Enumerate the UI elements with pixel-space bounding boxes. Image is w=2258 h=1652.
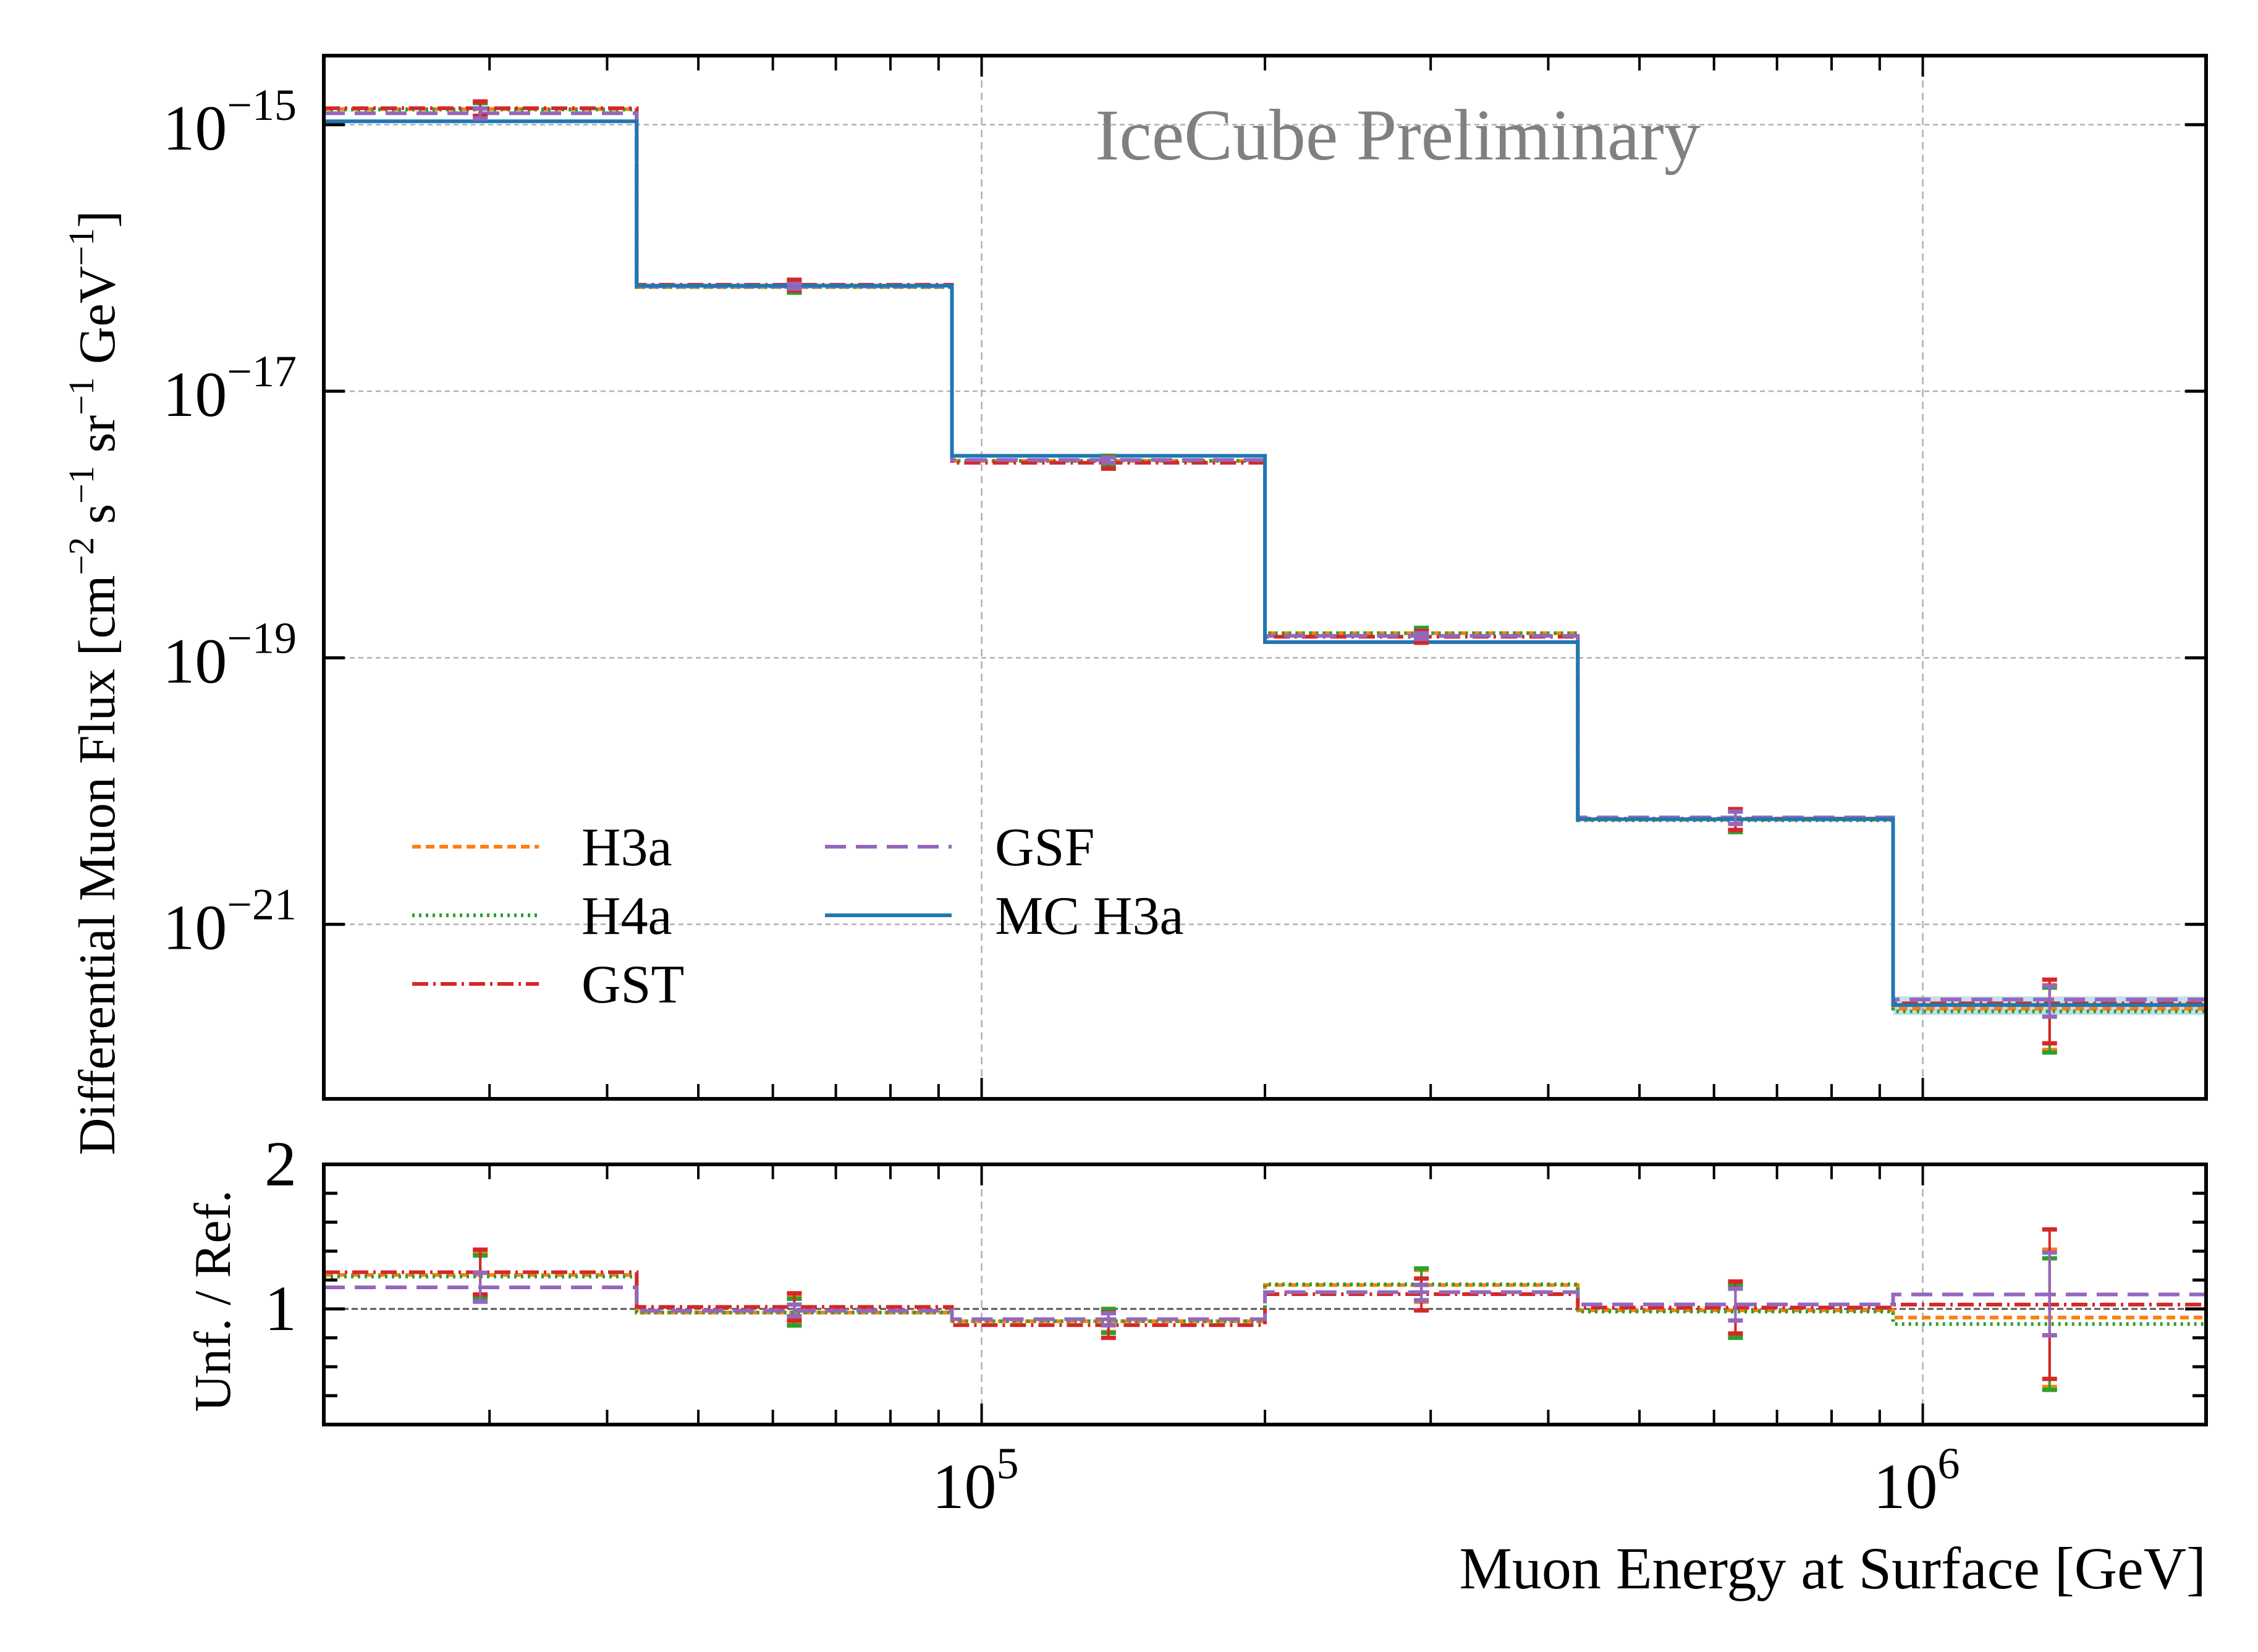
ratio-ytick-label: 2 [264, 1129, 297, 1200]
ratio-ytick-labels: 12 [264, 1129, 297, 1344]
xlabel: Muon Energy at Surface [GeV] [1460, 1535, 2206, 1601]
ytick-base: 10 [163, 93, 227, 164]
legend-item-gst: GST [412, 955, 684, 1015]
ytick-exponent: −17 [227, 347, 297, 396]
ratio-line-h4a [324, 1274, 2206, 1326]
flux-ytick-label: 10−15 [163, 80, 297, 164]
flux-series [324, 106, 2206, 1014]
flux-axes-frame [322, 54, 2208, 1101]
legend-label: H3a [581, 818, 672, 878]
flux-ytick-label: 10−17 [163, 347, 297, 430]
legend-label: GSF [995, 818, 1094, 878]
ylabel-s: s [69, 504, 126, 537]
ylabel-gev-exp: −1 [61, 228, 101, 266]
ylabel-sr-exp: −1 [61, 377, 101, 415]
ytick-base: 10 [163, 892, 227, 964]
legend-item-gsf: GSF [825, 818, 1094, 878]
ytick-exponent: −15 [227, 80, 297, 130]
ytick-base: 10 [163, 625, 227, 697]
flux-ytick-label: 10−19 [163, 613, 297, 697]
flux-error-bars [473, 99, 2057, 1055]
xtick-base: 10 [1874, 1451, 1938, 1522]
xtick-exponent: 5 [997, 1439, 1019, 1488]
ylabel-sr: sr [69, 415, 126, 466]
xtick-label: 105 [932, 1439, 1019, 1522]
ratio-ytick-label: 1 [264, 1273, 297, 1344]
ratio-error-bars [473, 1227, 2057, 1392]
ylabel-cm-exp: −2 [61, 537, 101, 575]
xtick-exponent: 6 [1938, 1439, 1960, 1488]
xtick-label: 106 [1874, 1439, 1960, 1522]
watermark-annotation: IceCube Preliminary [1095, 95, 1701, 176]
legend-item-mc-h3a: MC H3a [825, 886, 1184, 946]
legend: H3a H4a GST GSF MC H3a [412, 818, 1184, 1015]
ratio-series [324, 1270, 2206, 1328]
flux-line-mc-h3a [324, 119, 2206, 1007]
legend-label: H4a [581, 886, 672, 946]
ylabel-prefix: Differential Muon Flux [cm [69, 575, 126, 1156]
flux-ylabel: Differential Muon Flux [cm−2 s−1 sr−1 Ge… [61, 211, 126, 1155]
ylabel-s-exp: −1 [61, 465, 101, 504]
ytick-exponent: −21 [227, 880, 297, 930]
ytick-base: 10 [163, 359, 227, 430]
xtick-labels: 105 106 [932, 1439, 1960, 1522]
ylabel-gev: GeV [69, 266, 126, 377]
flux-ytick-label: 10−21 [163, 880, 297, 964]
ylabel-suffix: ] [69, 211, 126, 228]
legend-label: MC H3a [995, 886, 1184, 946]
legend-label: GST [581, 955, 684, 1015]
legend-item-h4a: H4a [412, 886, 672, 946]
ratio-line-gsf [324, 1286, 2206, 1321]
legend-item-h3a: H3a [412, 818, 672, 878]
ytick-exponent: −19 [227, 613, 297, 663]
ratio-axes-frame [322, 1163, 2208, 1426]
ratio-panel: 12 [264, 1129, 2208, 1426]
xtick-base: 10 [932, 1451, 997, 1522]
ratio-ylabel: Unf. / Ref. [184, 1190, 242, 1412]
